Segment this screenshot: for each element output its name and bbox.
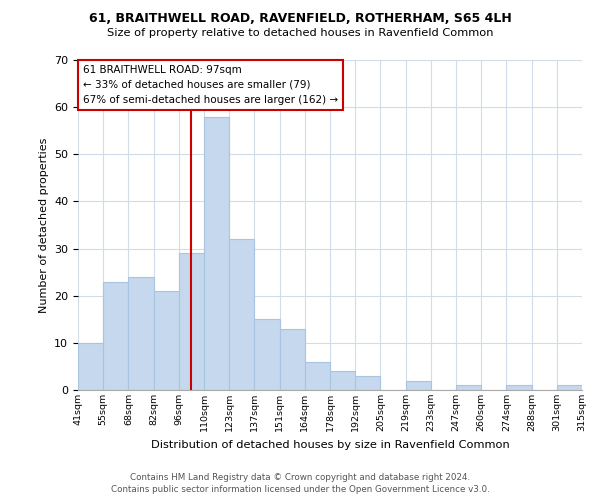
Bar (330, 371, 355, 390)
Bar (204, 116, 229, 390)
Bar (78, 343, 103, 390)
Bar (280, 328, 305, 390)
Bar (103, 282, 128, 390)
Bar (154, 291, 179, 390)
Bar (506, 386, 532, 390)
Bar (406, 380, 431, 390)
Bar (557, 386, 582, 390)
Y-axis label: Number of detached properties: Number of detached properties (38, 138, 49, 312)
Text: 61 BRAITHWELL ROAD: 97sqm
← 33% of detached houses are smaller (79)
67% of semi-: 61 BRAITHWELL ROAD: 97sqm ← 33% of detac… (83, 65, 338, 104)
Bar (456, 386, 481, 390)
Bar (229, 239, 254, 390)
Text: Contains HM Land Registry data © Crown copyright and database right 2024.
Contai: Contains HM Land Registry data © Crown c… (110, 472, 490, 494)
Text: 61, BRAITHWELL ROAD, RAVENFIELD, ROTHERHAM, S65 4LH: 61, BRAITHWELL ROAD, RAVENFIELD, ROTHERH… (89, 12, 511, 26)
Bar (355, 376, 380, 390)
Bar (254, 320, 280, 390)
Bar (179, 254, 204, 390)
Bar (305, 362, 330, 390)
Text: Size of property relative to detached houses in Ravenfield Common: Size of property relative to detached ho… (107, 28, 493, 38)
Bar (128, 277, 154, 390)
X-axis label: Distribution of detached houses by size in Ravenfield Common: Distribution of detached houses by size … (151, 440, 509, 450)
